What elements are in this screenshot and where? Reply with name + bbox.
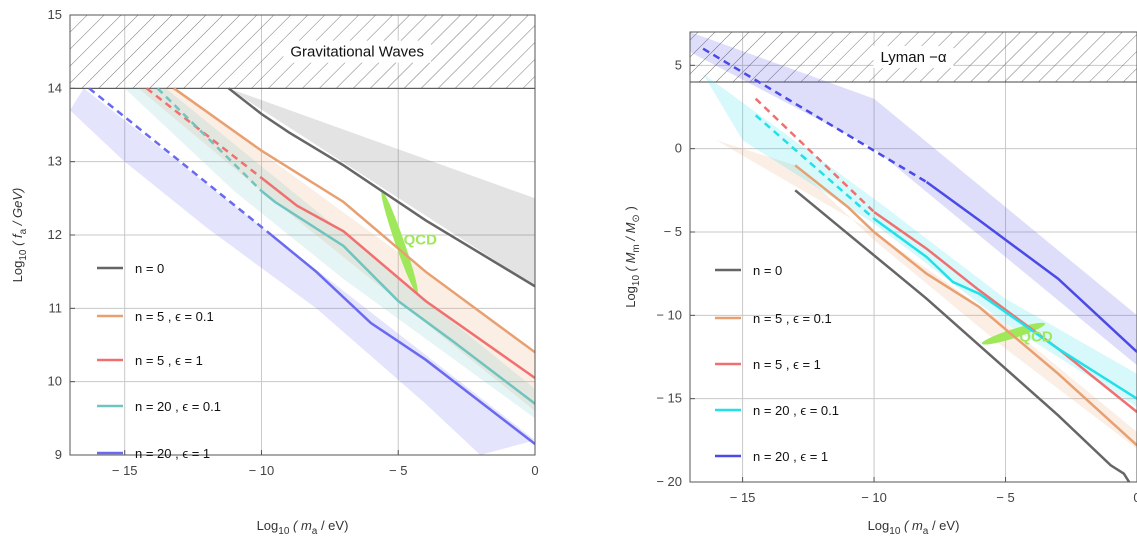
legend-label: n = 5 , ϵ = 1 (135, 353, 203, 368)
x-axis-label-part: / eV) (317, 518, 348, 533)
excluded-region-label: Lyman −α (880, 49, 946, 66)
y-axis-label-part: ( f (10, 233, 25, 250)
x-tick-label: − 15 (112, 463, 138, 478)
x-tick-label: 0 (531, 463, 538, 478)
band-1 (228, 88, 535, 287)
x-axis-label-part: 10 (889, 526, 901, 537)
band-5 (690, 32, 1137, 366)
chart-1: Gravitational Waves QCD − 15 − 10 − 5 0 9 10 11 1… (10, 7, 539, 537)
legend-label: n = 20 , ϵ = 0.1 (753, 403, 839, 418)
x-axis-label-part: 10 (278, 526, 290, 537)
legend-label: n = 5 , ϵ = 0.1 (135, 309, 214, 324)
y-tick-label: 15 (48, 7, 62, 22)
x-tick-label: − 5 (389, 463, 407, 478)
x-axis-label-part: a (312, 526, 318, 537)
y-tick-label: 12 (48, 227, 62, 242)
y-axis-label-part: a (18, 228, 29, 234)
y-axis-label-part: ) (623, 206, 638, 214)
legend-label: n = 5 , ϵ = 1 (753, 357, 821, 372)
series-line-1 (227, 87, 535, 288)
qcd-label: QCD (404, 231, 438, 248)
qcd-label: QCD (1019, 329, 1053, 346)
plot-frame (689, 31, 1137, 483)
y-axis-label: Log10 ( Mm / M⊙ ) (623, 206, 642, 308)
series-line-5 (266, 230, 535, 445)
series-line-1 (794, 189, 1131, 482)
plot-area (690, 32, 1137, 482)
x-tick-label: − 5 (996, 490, 1014, 505)
series-line-dashed-4 (754, 114, 875, 220)
legend-label: n = 5 , ϵ = 0.1 (753, 311, 832, 326)
series-line-dashed-5 (702, 47, 928, 184)
x-tick-label: − 10 (249, 463, 275, 478)
y-tick-label: − 5 (664, 224, 682, 239)
x-axis-label-part: / eV) (928, 518, 959, 533)
y-tick-label: 5 (675, 57, 682, 72)
y-tick-label: 0 (675, 141, 682, 156)
y-tick-label: 10 (48, 374, 62, 389)
y-axis-label-part: / M (623, 222, 638, 244)
legend-label: n = 20 , ϵ = 1 (753, 449, 828, 464)
x-axis-label-part: ( m (900, 518, 923, 533)
band-5 (70, 88, 535, 455)
x-axis-label-part: ( m (289, 518, 312, 533)
series-line-4 (260, 190, 535, 405)
x-axis-label-part: Log (868, 518, 890, 533)
series-line-5 (925, 180, 1137, 353)
x-axis-label-part: a (923, 526, 929, 537)
x-axis-label: Log10 ( ma / eV) (868, 518, 960, 537)
legend-label: n = 20 , ϵ = 1 (135, 446, 210, 461)
y-axis-label-part: 10 (18, 249, 29, 261)
series-line-3 (873, 210, 1137, 413)
y-tick-label: 13 (48, 154, 62, 169)
excluded-region-label-bg (873, 46, 954, 68)
series-line-dashed-4 (156, 87, 263, 192)
y-tick-label: − 20 (656, 474, 682, 489)
plot-area (70, 87, 535, 455)
y-axis-label-part: Log (10, 261, 25, 283)
y-axis-label-part: 10 (631, 275, 642, 287)
excluded-region-label: Gravitational Waves (290, 44, 424, 61)
legend-label: n = 0 (753, 263, 782, 278)
series-line-dashed-5 (88, 87, 268, 233)
chart-2: Lyman −α QCD − 15 − 10 − 5 0 − 20 − 15 − 10 − 5 0 5… (623, 31, 1137, 537)
qcd-region (381, 190, 418, 294)
y-axis-label-part: ( M (623, 252, 638, 275)
x-axis-label-part: Log (257, 518, 279, 533)
legend: n = 0 n = 5 , ϵ = 0.1 n = 5 , ϵ = 1 n = 20 … (715, 263, 839, 464)
series-line-2 (173, 87, 535, 354)
y-axis-label-part: Log (623, 286, 638, 308)
y-tick-label: 11 (49, 300, 63, 315)
y-tick-label: − 15 (656, 391, 682, 406)
x-tick-label: − 15 (730, 490, 756, 505)
y-tick-label: − 10 (656, 307, 682, 322)
series-line-3 (263, 179, 535, 380)
legend-label: n = 0 (135, 261, 164, 276)
excluded-region-label-bg (283, 40, 432, 63)
y-tick-label: 14 (48, 80, 62, 95)
y-tick-label: 9 (55, 447, 62, 462)
y-axis-label-part: m (631, 244, 642, 252)
series-line-dashed-3 (754, 97, 875, 213)
band-4 (124, 88, 535, 419)
y-axis-label-part: / GeV) (10, 188, 25, 229)
band-4 (703, 73, 1137, 407)
series-line-4 (873, 217, 1137, 400)
legend-label: n = 20 , ϵ = 0.1 (135, 399, 221, 414)
series-line-2 (794, 164, 1137, 447)
legend: n = 0 n = 5 , ϵ = 0.1 n = 5 , ϵ = 1 n = 20 … (97, 261, 221, 461)
y-axis-label: Log10 ( fa / GeV) (10, 188, 29, 283)
y-axis-label-part: ⊙ (631, 214, 642, 222)
x-tick-label: − 10 (861, 490, 887, 505)
x-tick-label: 0 (1133, 490, 1137, 505)
x-axis-label: Log10 ( ma / eV) (257, 518, 349, 537)
